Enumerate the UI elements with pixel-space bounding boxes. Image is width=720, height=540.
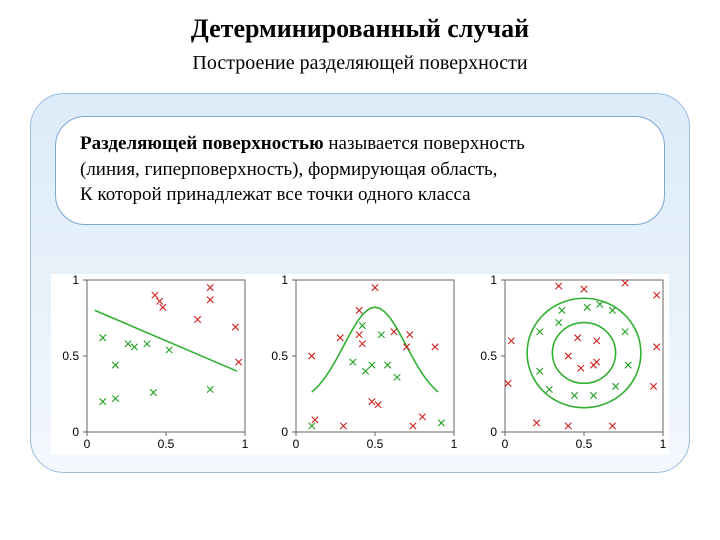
page-subtitle: Построение разделяющей поверхности — [0, 52, 720, 75]
svg-text:1: 1 — [281, 274, 288, 287]
content-card: Разделяющей поверхностью называется пове… — [30, 93, 690, 473]
definition-box: Разделяющей поверхностью называется пове… — [55, 116, 665, 225]
definition-rest1: называется поверхность — [324, 133, 525, 154]
chart-3: 00 0.5 0.5 1 1 — [469, 274, 669, 454]
svg-text:0.5: 0.5 — [62, 349, 79, 363]
chart-3-svg: 00 0.5 0.5 1 1 — [469, 274, 669, 454]
svg-text:0: 0 — [293, 437, 300, 451]
svg-text:0.5: 0.5 — [367, 437, 384, 451]
svg-text:1: 1 — [490, 274, 497, 287]
svg-text:0.5: 0.5 — [158, 437, 175, 451]
slide-root: Детерминированный случай Построение разд… — [0, 0, 720, 540]
svg-text:0: 0 — [502, 437, 509, 451]
svg-text:0.5: 0.5 — [576, 437, 593, 451]
chart-1-svg: 00 0.5 0.5 1 1 — [51, 274, 251, 454]
svg-text:0: 0 — [72, 425, 79, 439]
definition-line2: (линия, гиперповерхность), формирующая о… — [80, 159, 497, 180]
svg-text:1: 1 — [242, 437, 249, 451]
definition-bold: Разделяющей поверхностью — [80, 133, 324, 154]
svg-text:0: 0 — [490, 425, 497, 439]
page-title: Детерминированный случай — [0, 14, 720, 44]
chart-2: 00 0.5 0.5 1 1 — [260, 274, 460, 454]
svg-text:0.5: 0.5 — [480, 349, 497, 363]
chart-2-svg: 00 0.5 0.5 1 1 — [260, 274, 460, 454]
svg-text:0: 0 — [84, 437, 91, 451]
chart-1: 00 0.5 0.5 1 1 — [51, 274, 251, 454]
svg-text:1: 1 — [660, 437, 667, 451]
svg-text:0: 0 — [281, 425, 288, 439]
svg-text:1: 1 — [72, 274, 79, 287]
svg-text:1: 1 — [451, 437, 458, 451]
definition-line3: К которой принадлежат все точки одного к… — [80, 184, 471, 205]
charts-row: 000.50.511 000.50.511 000.50.511 — [51, 274, 669, 454]
svg-text:0.5: 0.5 — [271, 349, 288, 363]
